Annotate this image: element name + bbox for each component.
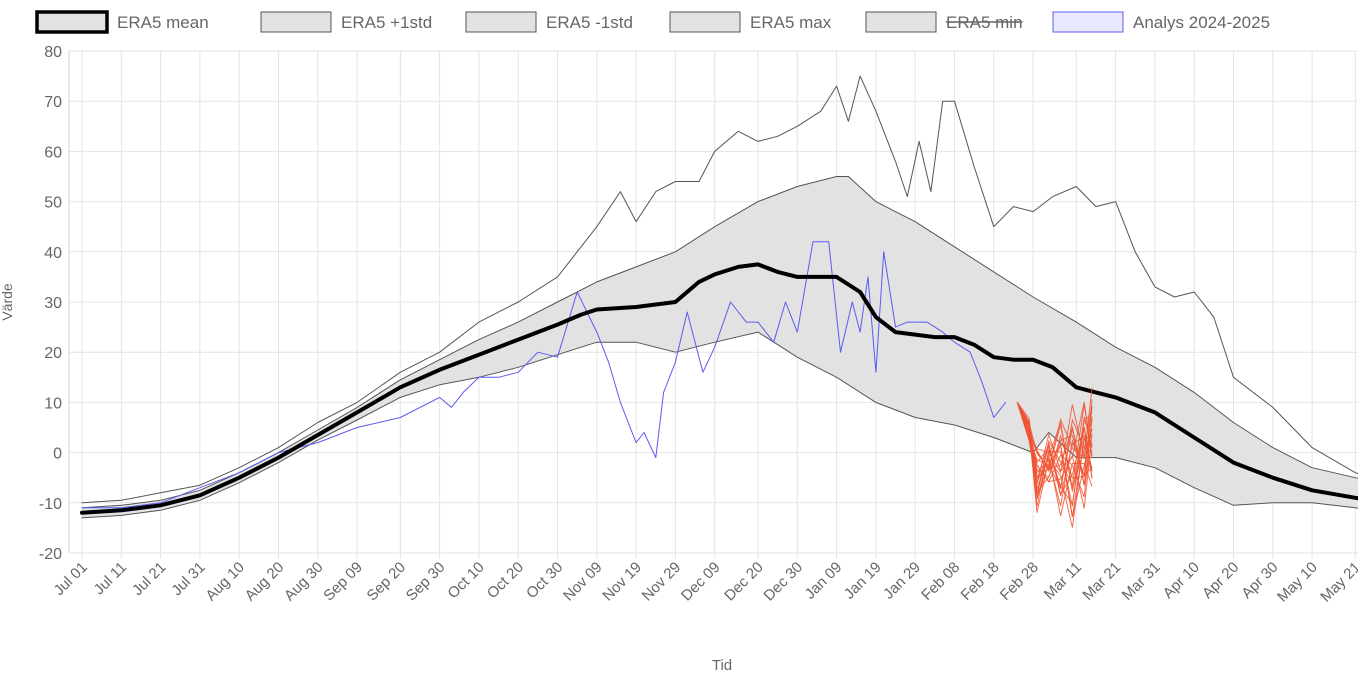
x-tick-label: Jul 01 [51,559,91,599]
series-lines [80,75,1358,528]
forecast-member-line [1016,387,1093,470]
x-tick-label: Oct 10 [444,559,487,602]
y-tick-label: 10 [44,395,62,412]
y-tick-label: 20 [44,345,62,362]
x-tick-label: Feb 28 [997,559,1042,604]
x-tick-label: Sep 09 [320,559,366,605]
forecast-member-line [1016,402,1093,517]
legend-swatch [35,10,109,34]
y-tick-label: 0 [53,446,62,463]
x-tick-label: Dec 20 [721,559,767,605]
std-band [82,176,1358,518]
x-tick-label: Dec 09 [678,559,724,605]
forecast-member-line [1016,402,1093,496]
x-tick-label: Oct 20 [484,559,527,602]
x-tick-label: Mar 11 [1041,559,1085,603]
x-tick-label: Feb 18 [958,559,1003,604]
series-line-era5-mean [80,262,1358,515]
y-tick-label: 80 [44,44,62,61]
x-tick-label: May 10 [1274,559,1321,606]
forecast-member-line [1016,402,1093,475]
legend-swatch [260,11,332,33]
x-tick-label: Aug 30 [281,559,327,605]
x-tick-label: Sep 30 [403,559,449,605]
x-tick-label: Jan 29 [880,559,924,603]
x-tick-label: Feb 08 [918,559,963,604]
legend-swatch [465,11,537,33]
y-tick-label: -20 [39,546,62,563]
x-tick-label: Nov 09 [560,559,606,605]
legend-label: ERA5 max [750,13,832,32]
series-line-era5-1std [81,331,1358,519]
x-tick-label: Jan 19 [841,559,885,603]
x-tick-label: Apr 10 [1160,559,1203,602]
series-line-analys-2024-2025 [81,241,1007,509]
legend-label: ERA5 mean [117,13,209,32]
x-tick-label: Mar 21 [1079,559,1124,604]
y-tick-label: 50 [44,195,62,212]
y-axis-label: Värde [0,283,15,321]
grid [68,50,1358,559]
x-tick-label: Aug 10 [202,559,248,605]
x-tick-label: Apr 20 [1199,559,1242,602]
x-tick-label: Jul 11 [91,559,131,599]
y-tick-label: -10 [39,496,62,513]
x-tick-label: Dec 30 [760,559,806,605]
x-tick-label: Sep 20 [364,559,410,605]
x-tick-label: Nov 19 [599,559,645,605]
legend: ERA5 mean ERA5 +1std ERA5 -1std ERA5 max ERA… [35,10,1270,34]
x-axis-label: Tid [712,657,732,674]
legend-label: ERA5 -1std [546,13,633,32]
y-tick-label: 70 [44,94,62,111]
x-tick-label: Jan 09 [802,559,846,603]
x-tick-label: Jul 21 [129,559,169,599]
y-tick-labels: 80 70 60 50 40 30 20 10 0 -10 -20 [39,44,62,563]
legend-swatch [865,11,937,33]
x-tick-label: Nov 29 [639,559,685,605]
legend-label: Analys 2024-2025 [1133,13,1270,32]
y-tick-label: 60 [44,144,62,161]
y-tick-label: 40 [44,245,62,262]
x-tick-label: Mar 31 [1119,559,1164,604]
legend-label: ERA5 +1std [341,13,432,32]
x-tick-label: May 21 [1317,559,1358,606]
series-line-era5-max [81,75,1358,504]
x-tick-label: Oct 30 [523,559,566,602]
std-band-area [82,176,1358,518]
x-tick-label: Aug 20 [242,559,288,605]
legend-swatch [1052,11,1124,33]
y-tick-label: 30 [44,295,62,312]
series-line-era5-1std [81,176,1358,509]
legend-swatch [669,11,741,33]
